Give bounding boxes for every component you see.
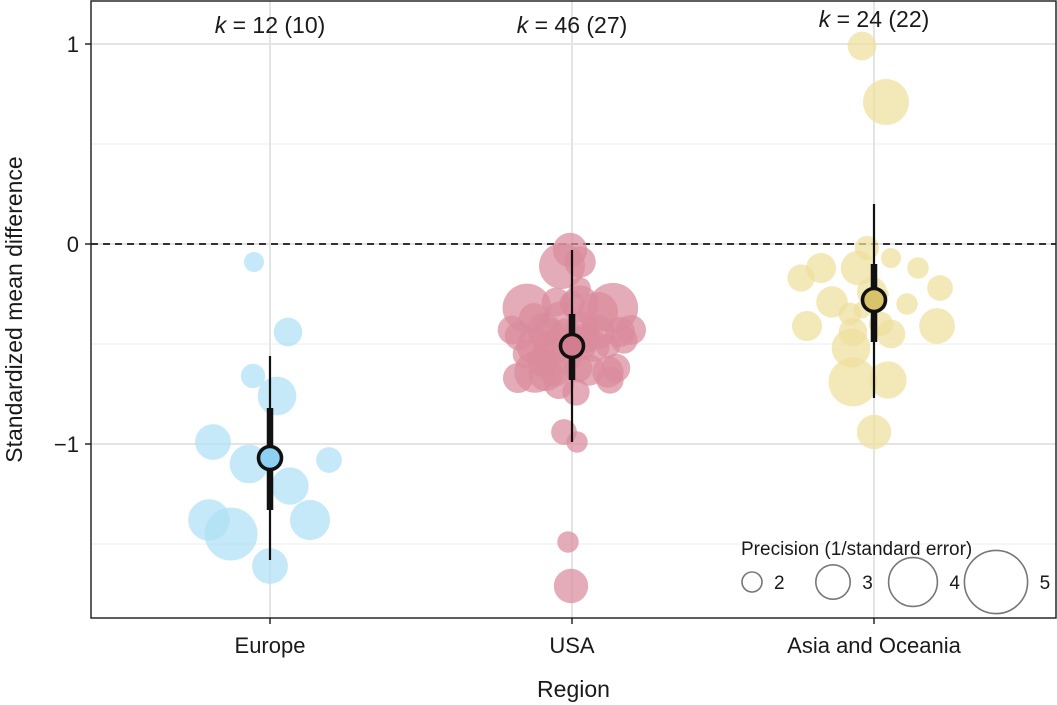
legend-size-swatch xyxy=(963,549,1029,615)
y-tick-label: −1 xyxy=(54,432,79,457)
study-point xyxy=(596,366,624,394)
pooled-estimate-point xyxy=(558,332,586,360)
group-points-asia-and-oceania xyxy=(787,31,955,450)
group-points-usa xyxy=(497,232,647,604)
study-point xyxy=(273,317,303,347)
study-point xyxy=(869,361,907,399)
study-point xyxy=(907,257,929,279)
pooled-estimate-point xyxy=(860,286,888,314)
study-point xyxy=(289,499,331,541)
study-point xyxy=(828,357,878,407)
study-point xyxy=(557,531,579,553)
study-point xyxy=(610,326,638,354)
study-point xyxy=(919,308,955,344)
study-point xyxy=(252,548,288,584)
study-point xyxy=(856,414,892,450)
y-tick-label: 0 xyxy=(67,232,79,257)
pooled-estimate-point xyxy=(256,444,284,472)
study-point xyxy=(562,378,590,406)
study-point xyxy=(316,447,342,473)
estimate-usa xyxy=(558,250,586,442)
k-label: k = 46 (27) xyxy=(517,12,628,38)
legend-label: 2 xyxy=(774,573,785,594)
study-point xyxy=(502,362,534,394)
study-point xyxy=(257,376,297,416)
k-label: k = 12 (10) xyxy=(215,12,326,38)
estimate-europe xyxy=(256,356,284,560)
x-tick-label: Europe xyxy=(235,633,306,658)
legend-size-swatch xyxy=(741,571,763,593)
legend-label: 4 xyxy=(949,573,960,594)
study-point xyxy=(876,319,906,349)
study-point xyxy=(840,250,876,286)
x-tick-label: USA xyxy=(549,633,595,658)
study-count-labels: k = 12 (10) k = 46 (27) k = 24 (22) xyxy=(215,6,930,38)
legend-label: 5 xyxy=(1040,573,1051,594)
study-point xyxy=(566,431,588,453)
study-point xyxy=(896,293,918,315)
x-tick-label: Asia and Oceania xyxy=(787,633,961,658)
legend-title: Precision (1/standard error) xyxy=(741,539,972,560)
study-point xyxy=(863,79,909,125)
study-point xyxy=(195,424,231,460)
study-point xyxy=(847,31,877,61)
estimate-asia-and-oceania xyxy=(860,204,888,398)
study-point xyxy=(791,310,823,342)
study-point xyxy=(831,328,871,368)
x-axis-title: Region xyxy=(537,676,610,702)
legend-size-swatch xyxy=(887,556,939,608)
study-point xyxy=(244,252,264,272)
y-axis-ticks: 1 0 −1 xyxy=(54,32,91,457)
pooled-estimates xyxy=(256,204,888,560)
precision-legend: Precision (1/standard error) 2 3 4 5 xyxy=(741,539,1051,615)
study-point xyxy=(787,264,815,292)
legend-label: 3 xyxy=(862,573,873,594)
k-label: k = 24 (22) xyxy=(819,6,930,32)
study-point xyxy=(927,275,953,301)
y-axis-title: Standardized mean difference xyxy=(1,156,27,462)
legend-size-swatch xyxy=(814,563,851,600)
data-points xyxy=(188,31,955,604)
study-point xyxy=(553,568,589,604)
study-point xyxy=(204,507,258,561)
panel-border xyxy=(90,0,1057,619)
x-axis-ticks: Europe USA Asia and Oceania xyxy=(235,618,962,658)
study-point xyxy=(564,246,596,278)
study-point xyxy=(240,363,266,389)
study-point xyxy=(271,467,309,505)
group-points-europe xyxy=(188,252,342,584)
y-tick-label: 1 xyxy=(67,32,79,57)
study-point xyxy=(881,248,901,268)
